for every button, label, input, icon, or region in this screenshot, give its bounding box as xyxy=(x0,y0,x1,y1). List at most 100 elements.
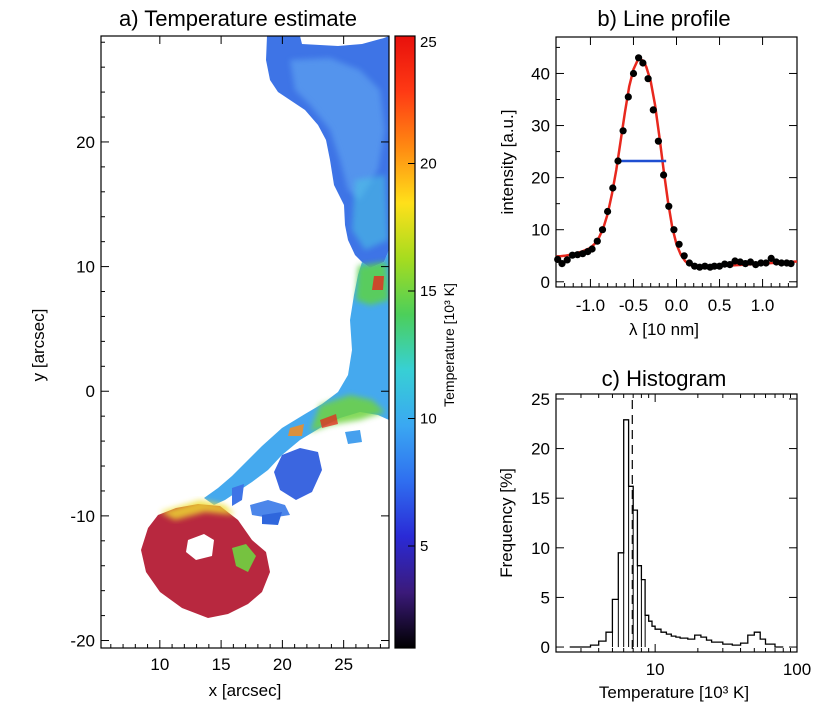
profile-ytick-label: 10 xyxy=(531,221,550,240)
profile-point xyxy=(777,259,786,267)
profile-point xyxy=(665,202,673,210)
map-xtick-label: 25 xyxy=(334,655,353,674)
panel-temperature-map: a) Temperature estimate xyxy=(29,6,457,700)
profile-point xyxy=(767,254,775,262)
panel-line-profile: b) Line profile -1.0 -0.5 0.0 0.5 1.0 0 10 20 30… xyxy=(498,6,798,339)
profile-fit-line xyxy=(555,57,798,268)
map-region-green xyxy=(356,262,389,305)
map-hot-spot-3 xyxy=(288,424,304,436)
histogram-ylabel: Frequency [%] xyxy=(497,468,516,578)
profile-ylabel: intensity [a.u.] xyxy=(498,110,517,215)
histogram-ticks: 10 100 0 5 10 15 20 25 xyxy=(531,390,811,679)
map-hot-spot-1 xyxy=(372,276,384,290)
profile-ytick-label: 30 xyxy=(531,117,550,136)
colorbar-tick-label: 25 xyxy=(420,34,437,51)
histogram-ytick-label: 5 xyxy=(541,588,550,607)
map-fragment-4 xyxy=(345,430,362,444)
map-fragment-1 xyxy=(274,448,322,500)
map-region-upper-teal xyxy=(352,175,388,250)
map-region-upper-light xyxy=(290,58,385,200)
profile-xtick-label: -0.5 xyxy=(619,296,648,315)
map-ytick-label: 20 xyxy=(76,133,95,152)
histogram-ytick-label: 25 xyxy=(531,390,550,409)
histogram-ytick-label: 0 xyxy=(541,638,550,657)
colorbar-tick-label: 10 xyxy=(420,411,437,428)
profile-xlabel: λ [10 nm] xyxy=(629,320,699,339)
histogram-xtick-label: 10 xyxy=(646,660,665,679)
profile-ytick-label: 0 xyxy=(541,273,550,292)
map-footpoint-white xyxy=(186,534,214,560)
map-xtick-label: 20 xyxy=(273,655,292,674)
map-ticks: 10 15 20 25 -20 -10 0 10 20 xyxy=(70,36,389,674)
histogram-steps xyxy=(569,419,784,648)
profile-point xyxy=(762,259,770,267)
map-image xyxy=(141,36,389,618)
profile-point xyxy=(644,75,652,83)
profile-title: b) Line profile xyxy=(597,6,730,31)
profile-xtick-label: 0.5 xyxy=(708,296,732,315)
profile-point xyxy=(721,260,729,268)
profile-point xyxy=(680,252,688,260)
profile-point xyxy=(726,261,734,269)
profile-ytick-label: 40 xyxy=(531,64,550,83)
colorbar-ticks: 5 10 15 20 25 xyxy=(408,34,437,555)
map-axes-frame xyxy=(100,35,390,649)
map-xlabel: x [arcsec] xyxy=(209,681,282,700)
map-fragment-5 xyxy=(262,512,282,525)
colorbar xyxy=(394,35,416,649)
colorbar-tick-label: 15 xyxy=(420,283,437,300)
profile-point xyxy=(588,245,596,253)
profile-point xyxy=(629,69,638,78)
map-ytick-label: -20 xyxy=(70,632,95,651)
histogram-title: c) Histogram xyxy=(602,366,727,391)
histogram-ytick-label: 20 xyxy=(531,440,550,459)
profile-point xyxy=(685,259,694,267)
profile-point xyxy=(598,226,607,234)
histogram-xtick-label: 100 xyxy=(783,660,811,679)
colorbar-tick-label: 20 xyxy=(420,156,437,173)
map-xtick-label: 10 xyxy=(150,655,169,674)
map-footpoint-green xyxy=(232,544,256,572)
profile-point xyxy=(757,259,765,267)
profile-point xyxy=(609,184,617,192)
profile-ytick-label: 20 xyxy=(531,169,550,188)
profile-xtick-label: -1.0 xyxy=(576,296,605,315)
map-xtick-label: 15 xyxy=(212,655,231,674)
profile-point xyxy=(635,54,643,62)
profile-point xyxy=(660,171,668,179)
map-footpoint-rim xyxy=(160,500,235,520)
profile-point xyxy=(614,157,622,165)
profile-point xyxy=(787,260,795,268)
histogram-xlabel: Temperature [10³ K] xyxy=(599,683,749,702)
profile-point xyxy=(563,256,571,264)
profile-points xyxy=(554,54,795,271)
map-ylabel: y [arcsec] xyxy=(29,309,48,382)
colorbar-label: Temperature [10³ K] xyxy=(441,283,457,407)
profile-point xyxy=(670,226,678,234)
profile-point xyxy=(604,207,612,216)
map-ytick-label: 10 xyxy=(76,258,95,277)
map-hot-spot-2 xyxy=(320,414,338,428)
profile-point xyxy=(649,106,657,114)
map-fragment-3 xyxy=(232,484,244,506)
map-title: a) Temperature estimate xyxy=(119,6,357,31)
panel-histogram: c) Histogram 10 100 0 5 10 15 20 25 Temperature… xyxy=(497,366,811,702)
map-ytick-label: -10 xyxy=(70,507,95,526)
histogram-axes-frame xyxy=(555,393,798,653)
map-region-footpoint xyxy=(141,504,270,618)
profile-ticks: -1.0 -0.5 0.0 0.5 1.0 0 10 20 30 40 xyxy=(531,37,797,315)
profile-point xyxy=(710,262,719,270)
profile-point xyxy=(624,93,632,101)
profile-xtick-label: 0.0 xyxy=(665,296,689,315)
profile-point xyxy=(654,137,663,145)
histogram-ytick-label: 15 xyxy=(531,489,550,508)
profile-point xyxy=(619,127,627,135)
profile-point xyxy=(639,59,647,67)
profile-point xyxy=(593,237,601,245)
profile-point xyxy=(675,240,683,248)
profile-point xyxy=(558,260,566,268)
colorbar-tick-label: 5 xyxy=(420,538,428,555)
histogram-ytick-label: 10 xyxy=(531,539,550,558)
map-ytick-label: 0 xyxy=(86,382,95,401)
